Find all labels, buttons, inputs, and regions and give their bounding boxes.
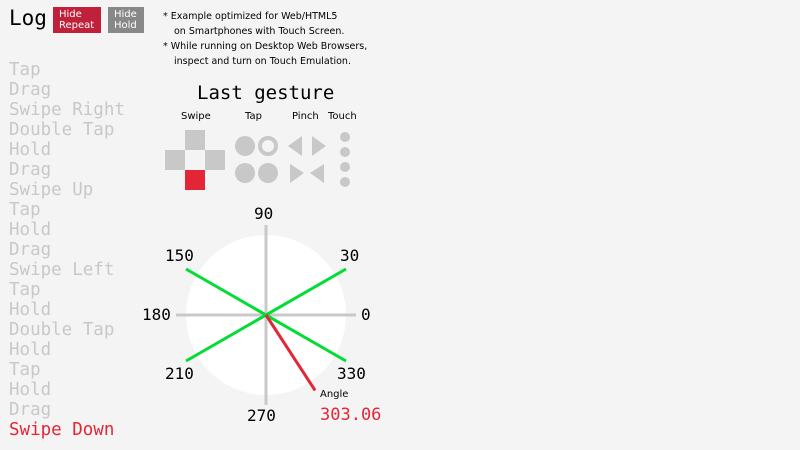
touch-icon bbox=[340, 132, 350, 187]
swipe-icon bbox=[165, 130, 225, 190]
swipe-label: Swipe bbox=[181, 111, 211, 122]
log-entry: Hold bbox=[9, 340, 52, 360]
note-1: * Example optimized for Web/HTML5 bbox=[163, 11, 338, 22]
tick-30: 30 bbox=[340, 246, 360, 265]
note-2: on Smartphones with Touch Screen. bbox=[174, 26, 345, 37]
log-entry: Drag bbox=[9, 80, 52, 100]
tick-90: 90 bbox=[254, 204, 274, 223]
log-entry: Hold bbox=[9, 140, 52, 160]
log-entry: Swipe Down bbox=[9, 420, 115, 440]
log-entry: Double Tap bbox=[9, 120, 115, 140]
tick-330: 330 bbox=[337, 364, 366, 383]
tick-210: 210 bbox=[165, 364, 194, 383]
note-4: inspect and turn on Touch Emulation. bbox=[174, 56, 351, 67]
swipe-down-cell bbox=[185, 170, 205, 190]
log-title: Log bbox=[9, 6, 47, 30]
log-entry: Tap bbox=[9, 200, 41, 220]
swipe-left-cell bbox=[165, 150, 185, 170]
log-entry: Swipe Right bbox=[9, 100, 125, 120]
swipe-right-cell bbox=[205, 150, 225, 170]
log-entry: Double Tap bbox=[9, 320, 115, 340]
hide-hold-button[interactable]: Hide Hold bbox=[108, 7, 144, 33]
hide-hold-label-1: Hide bbox=[114, 9, 137, 20]
log-entry: Drag bbox=[9, 240, 52, 260]
log-entry: Swipe Up bbox=[9, 180, 94, 200]
tap-icon bbox=[235, 136, 278, 183]
hide-repeat-button[interactable]: Hide Repeat bbox=[53, 7, 101, 33]
touch-label: Touch bbox=[328, 111, 357, 122]
log-entry: Tap bbox=[9, 60, 41, 80]
pinch-icon bbox=[288, 136, 326, 183]
note-3: * While running on Desktop Web Browsers, bbox=[163, 41, 368, 52]
log-entry: Hold bbox=[9, 380, 52, 400]
tick-180: 180 bbox=[142, 305, 171, 324]
swipe-up-cell bbox=[185, 130, 205, 150]
tap-label: Tap bbox=[245, 111, 262, 122]
tick-270: 270 bbox=[247, 406, 276, 425]
log-entry: Drag bbox=[9, 160, 52, 180]
gesture-log: Tap Drag Swipe Right Double Tap Hold Drag Swip… bbox=[9, 60, 125, 440]
angle-label: Angle bbox=[320, 389, 349, 400]
log-entry: Tap bbox=[9, 360, 41, 380]
hide-repeat-label-2: Repeat bbox=[59, 20, 95, 31]
log-entry: Swipe Left bbox=[9, 260, 115, 280]
tick-0: 0 bbox=[361, 305, 371, 324]
log-entry: Hold bbox=[9, 300, 52, 320]
tick-150: 150 bbox=[165, 246, 194, 265]
angle-value: 303.06 bbox=[320, 405, 382, 425]
log-entry: Drag bbox=[9, 400, 52, 420]
hide-hold-label-2: Hold bbox=[114, 20, 137, 31]
log-entry: Hold bbox=[9, 220, 52, 240]
log-entry: Tap bbox=[9, 280, 41, 300]
pinch-label: Pinch bbox=[292, 111, 319, 122]
hide-repeat-label-1: Hide bbox=[59, 9, 82, 20]
angle-indicator bbox=[264, 314, 317, 392]
last-gesture-title: Last gesture bbox=[197, 82, 335, 104]
